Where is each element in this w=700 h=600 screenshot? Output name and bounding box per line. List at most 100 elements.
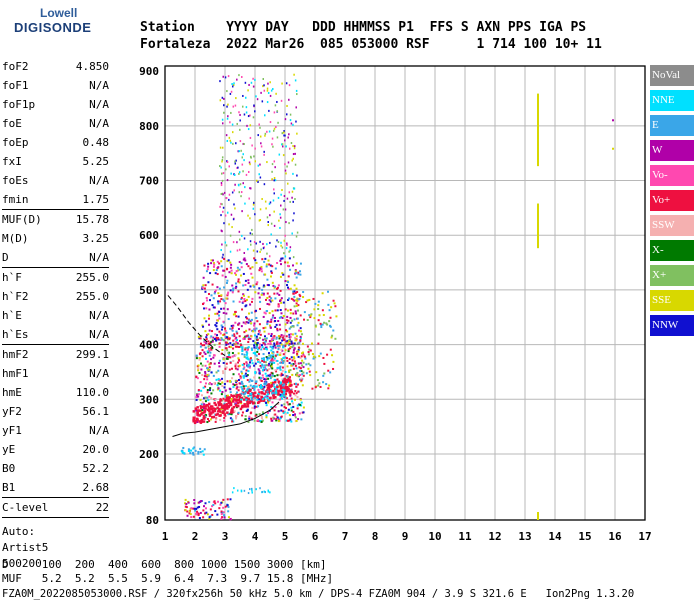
echo-point: [241, 105, 244, 108]
echo-point: [226, 337, 229, 340]
echo-point: [224, 76, 227, 79]
param-name: h`E: [2, 309, 22, 322]
echo-point: [217, 401, 220, 404]
echo-point: [287, 348, 290, 351]
echo-point: [274, 297, 277, 300]
echo-point: [256, 338, 259, 341]
echo-point: [226, 90, 228, 93]
echo-point: [259, 163, 261, 166]
echo-point: [279, 309, 282, 312]
echo-point: [260, 91, 262, 94]
param-separator: [2, 517, 109, 518]
echo-point: [208, 414, 212, 417]
param-row: h`E N/A: [2, 306, 109, 325]
echo-point: [317, 342, 320, 345]
echo-point: [209, 272, 212, 275]
echo-point: [290, 364, 293, 367]
echo-point: [246, 386, 249, 389]
echo-point: [214, 420, 217, 423]
echo-point: [258, 219, 261, 222]
echo-point: [215, 339, 218, 342]
echo-point: [215, 417, 218, 420]
echo-point: [294, 152, 296, 155]
echo-point: [293, 284, 296, 287]
echo-point: [260, 265, 263, 268]
echo-point: [537, 157, 539, 160]
echo-point: [296, 354, 299, 357]
echo-point: [294, 269, 297, 272]
echo-point: [276, 350, 279, 353]
echo-point: [300, 333, 303, 336]
echo-point: [223, 386, 226, 389]
param-separator: [2, 209, 109, 210]
echo-point: [262, 242, 264, 245]
echo-point: [612, 119, 614, 122]
echo-point: [262, 342, 265, 345]
echo-point: [202, 420, 206, 423]
echo-point: [285, 82, 288, 85]
echo-point: [272, 355, 275, 358]
echo-point: [277, 389, 281, 393]
echo-point: [226, 211, 229, 214]
echo-point: [220, 249, 222, 252]
echo-point: [249, 136, 252, 139]
echo-point: [296, 396, 299, 399]
echo-point: [537, 109, 539, 112]
echo-point: [274, 337, 277, 340]
echo-point: [273, 342, 276, 345]
echo-point: [192, 418, 196, 421]
echo-point: [245, 353, 248, 356]
echo-point: [281, 369, 284, 372]
echo-point: [242, 405, 246, 408]
echo-point: [206, 408, 210, 412]
echo-point: [222, 339, 225, 342]
echo-point: [184, 502, 187, 505]
echo-point: [259, 240, 261, 243]
echo-point: [302, 406, 305, 409]
echo-point: [207, 333, 210, 336]
echo-point: [333, 302, 336, 305]
echo-point: [219, 418, 222, 421]
echo-point: [278, 385, 281, 388]
echo-point: [230, 263, 233, 266]
echo-point: [231, 377, 234, 380]
echo-point: [294, 332, 297, 335]
echo-point: [297, 350, 300, 353]
echo-point: [248, 400, 251, 404]
echo-point: [329, 371, 332, 374]
echo-point: [226, 294, 229, 297]
echo-point: [282, 145, 284, 148]
echo-point: [224, 399, 227, 402]
echo-point: [288, 344, 291, 347]
echo-point: [243, 489, 246, 492]
echo-point: [285, 319, 288, 322]
echo-point: [273, 357, 276, 360]
echo-point: [295, 271, 298, 274]
echo-point: [229, 289, 232, 292]
echo-point: [285, 342, 288, 345]
echo-point: [259, 208, 262, 211]
echo-point: [251, 144, 253, 147]
echo-point: [224, 367, 227, 370]
echo-point: [263, 89, 266, 92]
echo-point: [248, 415, 251, 418]
echo-point: [254, 160, 257, 163]
echo-point: [211, 405, 214, 408]
echo-point: [332, 299, 335, 302]
echo-point: [255, 346, 258, 349]
echo-point: [237, 373, 240, 376]
echo-point: [239, 375, 242, 378]
echo-point: [283, 130, 285, 133]
echo-point: [272, 345, 275, 348]
echo-point: [265, 390, 268, 394]
echo-point: [291, 196, 293, 199]
echo-point: [229, 402, 233, 405]
echo-point: [266, 216, 269, 219]
echo-point: [277, 303, 280, 306]
echo-point: [256, 357, 259, 360]
echo-point: [199, 337, 202, 340]
echo-point: [256, 343, 259, 346]
echo-point: [208, 349, 211, 352]
echo-point: [236, 404, 239, 408]
echo-point: [205, 296, 208, 299]
